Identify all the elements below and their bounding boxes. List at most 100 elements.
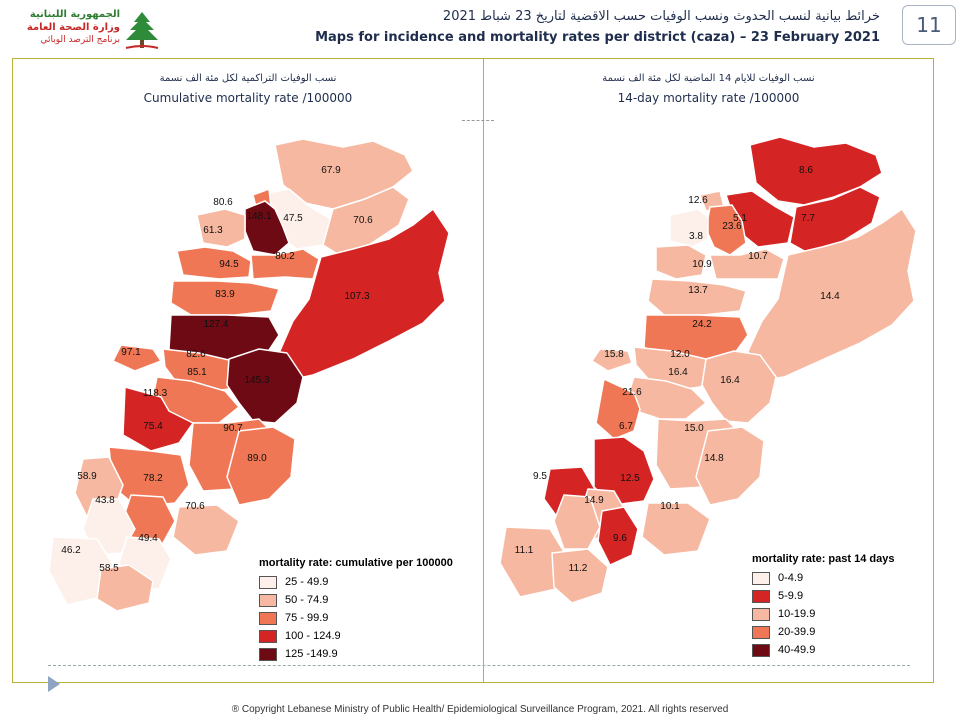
divider-dash <box>462 120 494 121</box>
district-hermel[interactable] <box>322 186 410 256</box>
district-value-jbeil: 83.9 <box>215 289 235 300</box>
legend-label: 20-39.9 <box>778 626 816 638</box>
left-map-legend: mortality rate: cumulative per 100000 25… <box>259 557 453 663</box>
district-batroun[interactable] <box>176 246 252 280</box>
legend-swatch <box>752 643 770 657</box>
ministry-logo: الجمهورية اللبنانية وزارة الصحة العامة ب… <box>12 8 162 54</box>
district-value-beirut: 15.8 <box>604 349 624 360</box>
page-number: 11 <box>902 5 956 45</box>
district-value-west-bekaa: 90.7 <box>223 423 243 434</box>
play-arrow-icon[interactable] <box>48 676 60 692</box>
legend-swatch <box>259 647 277 661</box>
header-title-english: Maps for incidence and mortality rates p… <box>315 30 880 45</box>
left-map-title-english: Cumulative mortality rate /100000 <box>143 91 353 105</box>
district-value-tripoli: 80.6 <box>213 197 233 208</box>
district-value-batroun: 10.9 <box>692 259 712 270</box>
legend-swatch <box>752 625 770 639</box>
logo-line-2: وزارة الصحة العامة <box>26 22 120 33</box>
legend-item: 100 - 124.9 <box>259 627 453 645</box>
district-value-baalbek: 14.4 <box>820 291 840 302</box>
district-value-hermel: 7.7 <box>801 213 815 224</box>
district-aley[interactable] <box>595 378 641 440</box>
district-value-hermel: 70.6 <box>353 215 373 226</box>
footer-divider <box>48 665 910 666</box>
district-value-tyre: 11.1 <box>515 545 534 556</box>
district-hermel[interactable] <box>789 186 881 254</box>
district-value-zahle: 16.4 <box>720 375 740 386</box>
district-zahle[interactable] <box>701 350 777 424</box>
header-title-arabic: خرائط بيانية لنسب الحدوث ونسب الوفيات حس… <box>442 9 880 24</box>
legend-item: 10-19.9 <box>752 605 894 623</box>
district-baalbek[interactable] <box>747 208 917 382</box>
district-zahle[interactable] <box>226 348 304 424</box>
district-koura[interactable] <box>669 208 709 248</box>
legend-item: 25 - 49.9 <box>259 573 453 591</box>
left-district-map: 67.9 47.5 70.6 80.6 148.1 61.3 94.5 80.2 107.3 83… <box>48 138 450 612</box>
legend-item: 75 - 99.9 <box>259 609 453 627</box>
right-map-title-english: 14-day mortality rate /100000 <box>617 91 800 105</box>
district-value-tripoli: 12.6 <box>688 195 708 206</box>
left-legend-items: 25 - 49.9 50 - 74.9 75 - 99.9 100 - 124.9 12… <box>259 573 453 663</box>
district-zgharta[interactable] <box>244 200 290 256</box>
legend-item: 20-39.9 <box>752 623 894 641</box>
legend-label: 40-49.9 <box>778 644 816 656</box>
district-value-hasbaya: 70.6 <box>185 501 205 512</box>
district-hasbaya[interactable] <box>641 502 711 556</box>
district-value-batroun: 94.5 <box>219 259 239 270</box>
legend-swatch <box>752 589 770 603</box>
district-bcharre[interactable] <box>709 248 785 280</box>
legend-item: 5-9.9 <box>752 587 894 605</box>
district-jbeil[interactable] <box>170 280 280 316</box>
district-value-metn: 82.6 <box>186 349 206 360</box>
district-value-saida: 9.5 <box>533 471 547 482</box>
district-value-jezzine: 14.9 <box>584 495 604 506</box>
district-value-akkar: 67.9 <box>321 165 341 176</box>
district-aley[interactable] <box>122 386 194 452</box>
district-value-saida: 58.9 <box>77 471 97 482</box>
district-value-aley: 118.3 <box>143 388 168 399</box>
district-value-minieh-dannieh: 47.5 <box>283 213 303 224</box>
district-value-koura: 61.3 <box>203 225 223 236</box>
right-map-panel: نسب الوفيات للايام 14 الماضية لكل مئة ال… <box>484 58 934 683</box>
footer-copyright: ® Copyright Lebanese Ministry of Public … <box>231 704 729 715</box>
district-rashaya[interactable] <box>226 426 296 506</box>
district-value-chouf: 75.4 <box>143 421 163 432</box>
logo-line-3: برنامج الترصد الوبائي <box>40 35 120 45</box>
district-koura[interactable] <box>196 208 246 248</box>
legend-label: 100 - 124.9 <box>285 630 341 642</box>
district-jbeil[interactable] <box>647 278 747 316</box>
right-legend-title: mortality rate: past 14 days <box>752 553 895 565</box>
district-beirut[interactable] <box>591 348 633 372</box>
district-akkar[interactable] <box>749 136 883 206</box>
cedar-icon <box>125 12 159 49</box>
district-value-nabatieh: 43.8 <box>95 495 115 506</box>
district-bcharre[interactable] <box>250 248 320 280</box>
legend-swatch <box>259 593 277 607</box>
district-batroun[interactable] <box>655 244 707 280</box>
right-district-map: 8.6 12.6 5.1 7.7 23.6 3.8 10.9 10.7 13.7 14.4 24.2… <box>499 136 917 604</box>
district-baalbek[interactable] <box>278 208 450 382</box>
district-bint-jbeil[interactable] <box>96 564 154 612</box>
district-rashaya[interactable] <box>695 426 765 506</box>
district-value-metn: 12.0 <box>670 349 690 360</box>
district-value-minieh-dannieh: 5.1 <box>733 213 747 224</box>
legend-swatch <box>752 571 770 585</box>
district-hasbaya[interactable] <box>172 504 240 556</box>
district-value-baabda: 16.4 <box>668 367 688 378</box>
legend-label: 50 - 74.9 <box>285 594 329 606</box>
district-value-tyre: 46.2 <box>61 545 81 556</box>
district-value-kesrouan: 24.2 <box>692 319 712 330</box>
district-bint-jbeil[interactable] <box>551 548 609 604</box>
district-value-bint-jbeil: 58.5 <box>99 563 119 574</box>
district-value-jbeil: 13.7 <box>688 285 708 296</box>
district-value-nabatieh: 12.5 <box>620 473 640 484</box>
right-legend-items: 0-4.9 5-9.9 10-19.9 20-39.9 40-49.9 <box>752 569 894 659</box>
legend-swatch <box>752 607 770 621</box>
district-beirut[interactable] <box>112 344 162 372</box>
district-value-chouf: 6.7 <box>619 421 633 432</box>
right-map-legend: mortality rate: past 14 days 0-4.9 5-9.9 1… <box>752 553 894 659</box>
district-value-aley: 21.6 <box>622 387 642 398</box>
legend-label: 0-4.9 <box>778 572 804 584</box>
district-marjayoun[interactable] <box>597 506 639 566</box>
legend-item: 125 -149.9 <box>259 645 453 663</box>
